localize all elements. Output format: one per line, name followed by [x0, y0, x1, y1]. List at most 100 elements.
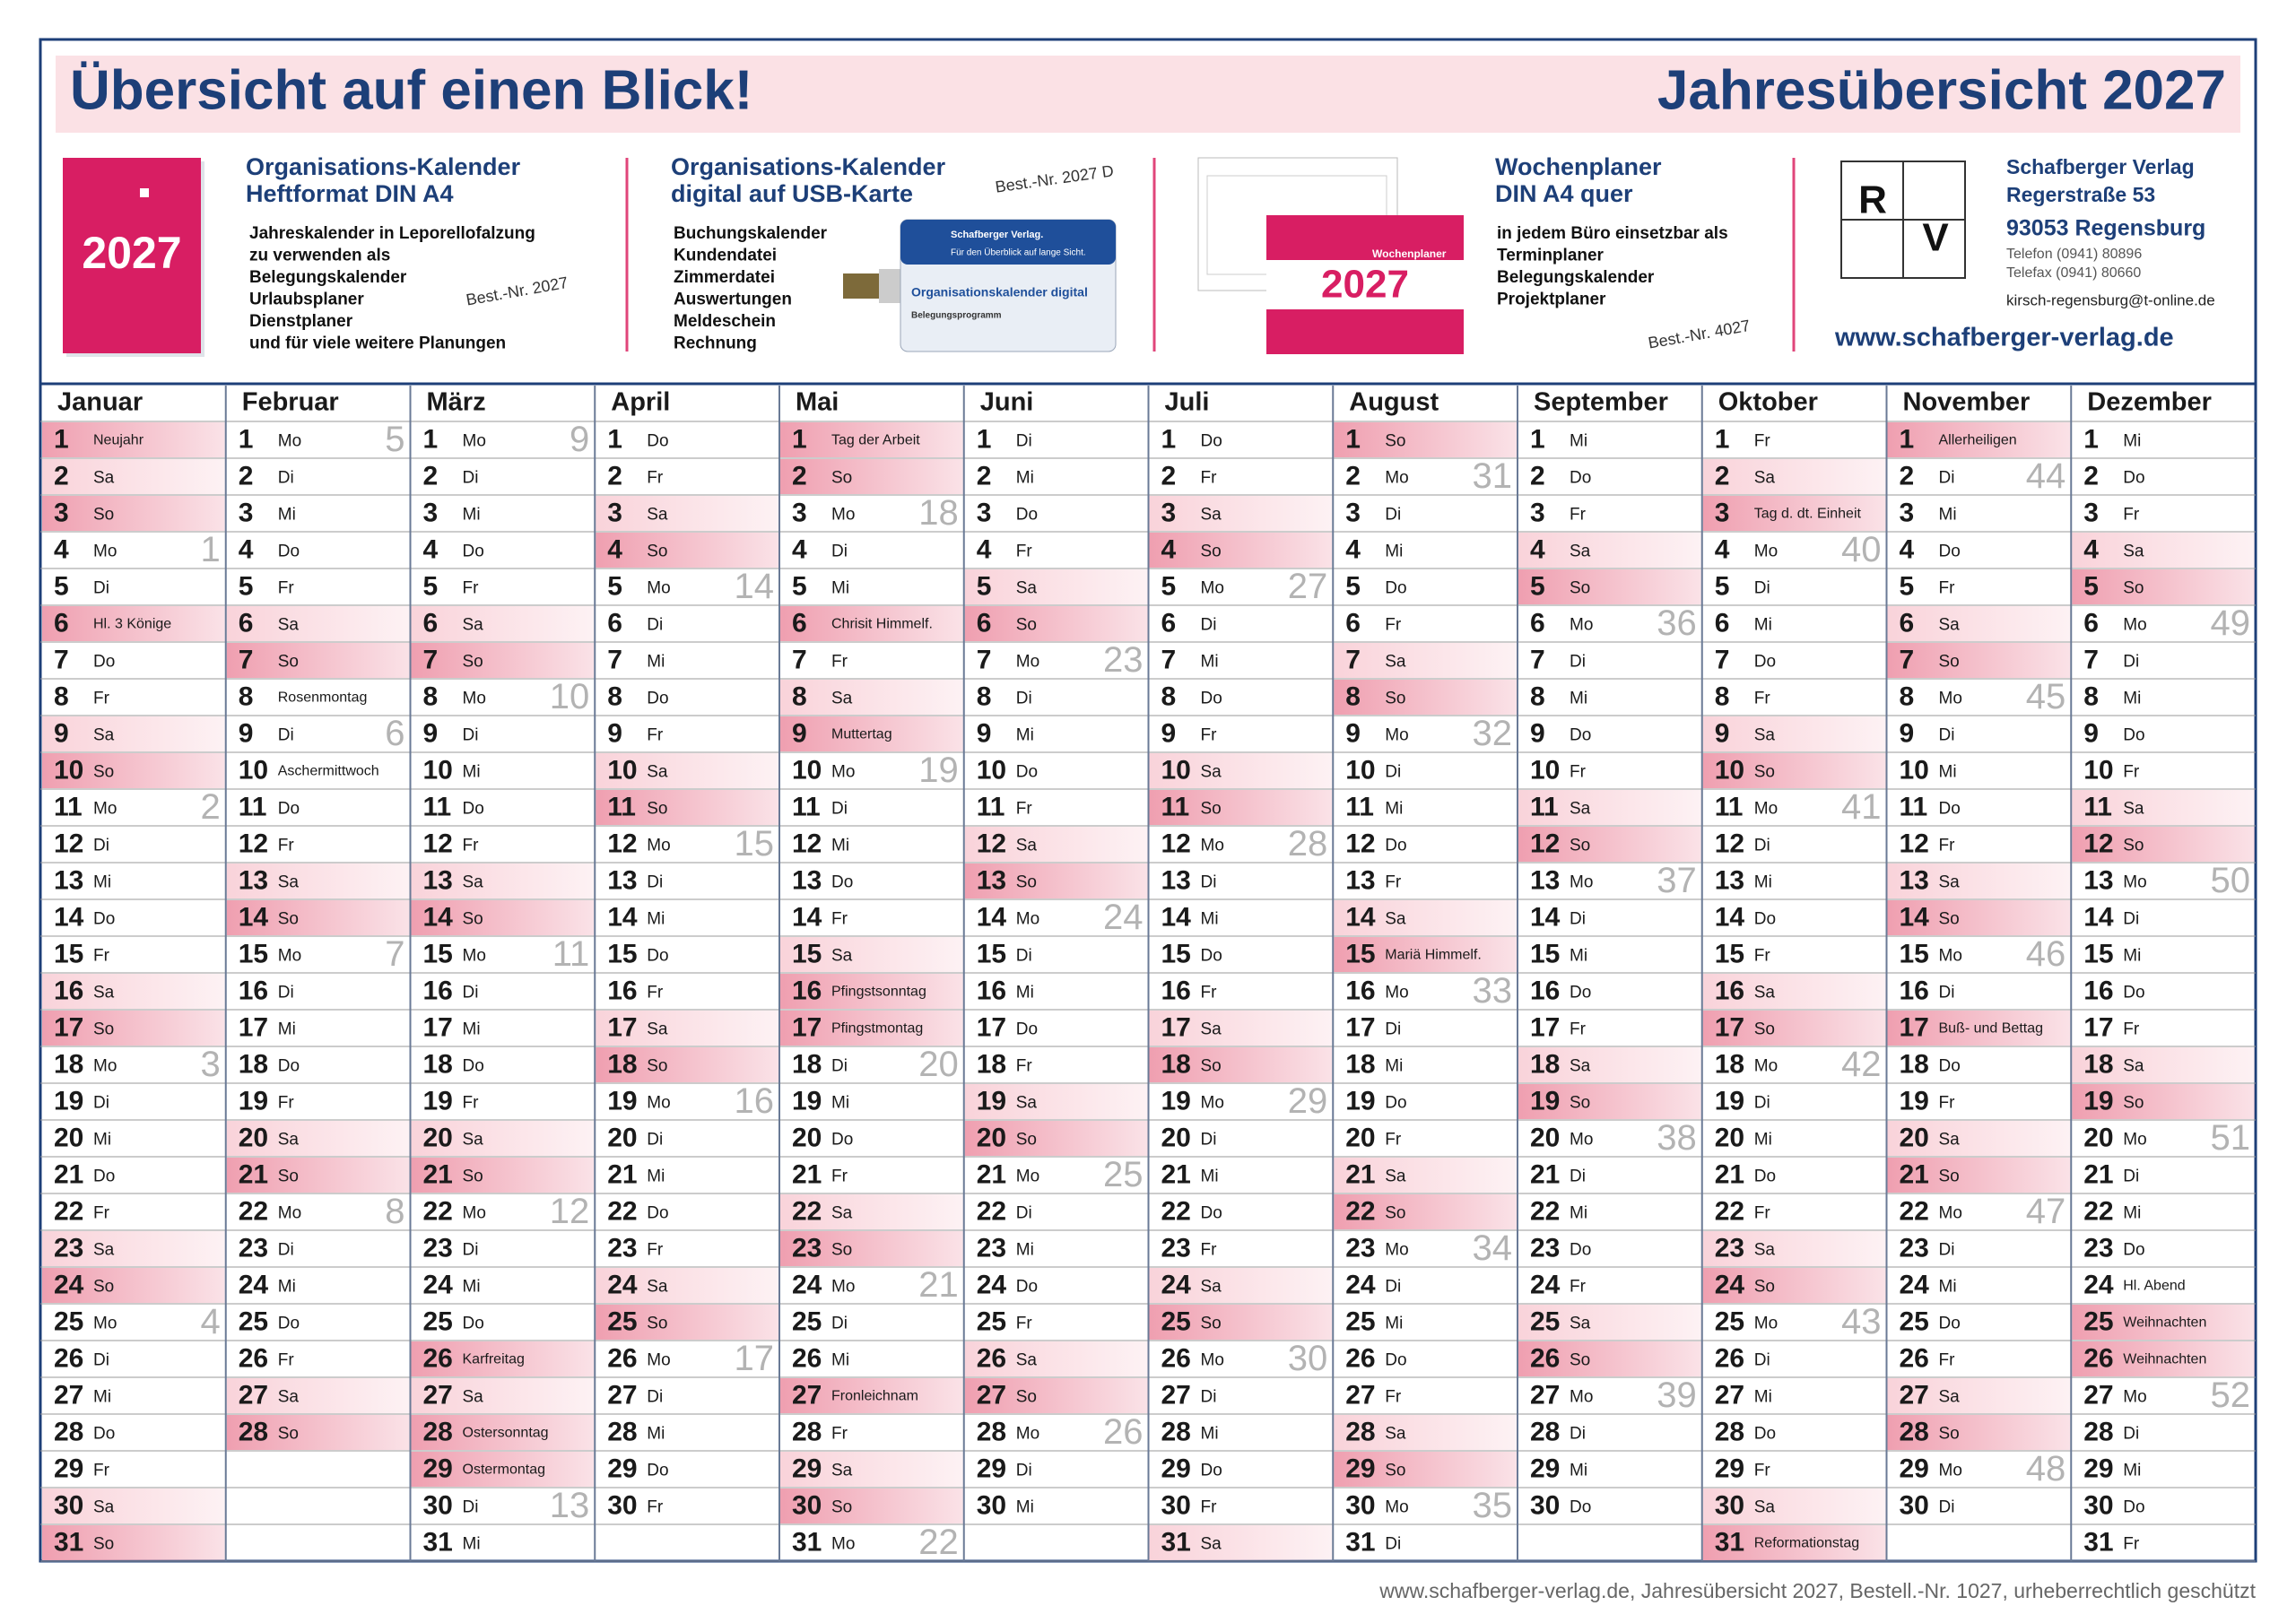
day-number: 5: [607, 571, 622, 601]
weekday: Fr: [1570, 763, 1587, 782]
day-number: 24: [1900, 1270, 1930, 1299]
weekday: Do: [463, 1057, 484, 1076]
day-number: 16: [239, 976, 268, 1005]
day-number: 7: [54, 645, 69, 674]
weekday: Do: [1385, 837, 1406, 855]
weekday: Mi: [1201, 1425, 1219, 1444]
weekday: Do: [93, 910, 115, 929]
day-number: 17: [423, 1012, 453, 1042]
holiday-note: Neujahr: [93, 433, 144, 448]
day-number: 19: [54, 1086, 83, 1115]
weekday: Do: [1570, 726, 1591, 745]
weekday: Fr: [1201, 726, 1218, 745]
weekday: Di: [463, 984, 479, 1002]
weekday: So: [1016, 1131, 1037, 1150]
weekday: Mi: [1385, 1315, 1403, 1333]
day-highlight: [1887, 1378, 2071, 1413]
day-number: 2: [607, 461, 622, 490]
weekday: Do: [463, 542, 484, 561]
day-highlight: [1518, 827, 1701, 862]
day-number: 21: [607, 1159, 637, 1189]
weekday: Do: [1570, 984, 1591, 1002]
day-highlight: [226, 1121, 410, 1156]
day-highlight: [1887, 1158, 2071, 1193]
weekday: Fr: [1016, 542, 1033, 561]
day-highlight: [780, 680, 963, 715]
product-item: zu verwenden als: [249, 247, 390, 265]
day-number: 21: [54, 1159, 83, 1189]
day-highlight: [964, 827, 1148, 862]
day-number: 27: [1161, 1380, 1191, 1410]
weekday: Do: [1939, 1315, 1961, 1333]
weekday: Do: [1385, 1094, 1406, 1113]
weekday: Mo: [1754, 800, 1778, 819]
day-number: 12: [1161, 829, 1191, 858]
card-text: Organisationskalender digital: [911, 285, 1088, 299]
day-highlight: [42, 716, 225, 751]
week-number: 44: [2026, 456, 2066, 496]
day-highlight: [1149, 790, 1333, 825]
publisher-url: www.schafberger-verlag.de: [1834, 324, 2174, 352]
weekday: Fr: [1201, 1498, 1218, 1517]
day-number: 6: [1161, 608, 1177, 638]
day-number: 11: [607, 792, 636, 821]
day-number: 14: [1530, 902, 1561, 932]
weekday: So: [1939, 910, 1960, 929]
weekday: Di: [1939, 726, 1955, 745]
day-number: 28: [239, 1417, 268, 1446]
weekday: Fr: [1016, 1057, 1033, 1076]
day-number: 23: [792, 1233, 822, 1263]
day-number: 19: [977, 1086, 1006, 1115]
day-number: 25: [2083, 1306, 2113, 1336]
day-number: 18: [977, 1049, 1006, 1079]
day-number: 8: [1345, 681, 1361, 711]
weekday: So: [647, 1315, 667, 1333]
day-number: 27: [2083, 1380, 2113, 1410]
weekday: Fr: [278, 579, 295, 598]
day-number: 11: [1345, 792, 1374, 821]
day-number: 3: [1900, 498, 1915, 527]
weekday: Mi: [647, 1167, 665, 1186]
product-item: Meldeschein: [674, 312, 776, 331]
weekday: Sa: [1016, 579, 1038, 598]
month-name: Mai: [796, 388, 839, 417]
weekday: Di: [1939, 984, 1955, 1002]
day-number: 25: [239, 1306, 268, 1336]
weekday: Fr: [1754, 432, 1771, 451]
week-number: 3: [201, 1045, 221, 1084]
week-number: 45: [2026, 677, 2066, 716]
weekday: Sa: [278, 873, 300, 892]
weekday: Sa: [831, 947, 853, 966]
weekday: Fr: [647, 1241, 664, 1260]
day-highlight: [2072, 1047, 2255, 1082]
weekday: Sa: [1939, 616, 1961, 635]
holiday-note: Pfingstsonntag: [831, 985, 926, 1000]
day-number: 13: [1345, 865, 1375, 895]
weekday: Do: [2123, 726, 2144, 745]
day-highlight: [780, 937, 963, 972]
weekday: Fr: [1201, 1241, 1218, 1260]
day-highlight: [1702, 753, 1886, 788]
weekday: Di: [93, 1351, 109, 1370]
day-highlight: [42, 422, 225, 457]
day-number: 11: [1530, 792, 1559, 821]
weekday: Di: [1016, 432, 1032, 451]
day-number: 17: [607, 1012, 637, 1042]
day-number: 5: [1715, 571, 1730, 601]
day-number: 14: [423, 902, 454, 932]
day-number: 21: [1530, 1159, 1560, 1189]
day-number: 24: [607, 1270, 638, 1299]
day-number: 10: [239, 755, 268, 785]
weekday: Di: [1016, 690, 1032, 708]
day-number: 4: [2083, 534, 2099, 564]
day-number: 4: [1715, 534, 1730, 564]
weekday: Mo: [1939, 690, 1962, 708]
day-number: 29: [977, 1454, 1006, 1483]
weekday: So: [647, 800, 667, 819]
day-highlight: [780, 1378, 963, 1413]
day-number: 25: [1900, 1306, 1929, 1336]
day-number: 12: [1345, 829, 1375, 858]
day-highlight: [1334, 1415, 1517, 1450]
day-number: 2: [423, 461, 439, 490]
weekday: Sa: [1939, 1131, 1961, 1150]
